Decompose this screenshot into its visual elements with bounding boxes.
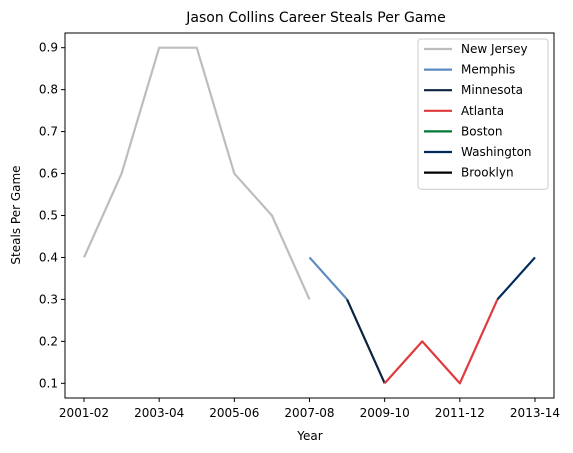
x-tick-label: 2013-14	[510, 406, 560, 420]
y-tick-label: 0.7	[39, 125, 58, 139]
legend: New Jersey Memphis Minnesota Atlanta Boston W…	[417, 38, 549, 190]
x-tick-label: 2011-12	[435, 406, 485, 420]
legend-item-boston: Boston	[424, 124, 502, 138]
legend-label: Minnesota	[461, 83, 523, 97]
y-tick-label: 0.3	[39, 292, 58, 306]
legend-label: Washington	[461, 145, 532, 159]
series-line-new-jersey	[82, 46, 311, 300]
chart-title: Jason Collins Career Steals Per Game	[185, 10, 445, 26]
legend-label: Memphis	[461, 63, 515, 77]
y-axis-label: Steals Per Game	[9, 165, 23, 264]
x-tick-label: 2001-02	[59, 406, 109, 420]
series-line-minnesota	[346, 298, 386, 384]
legend-item-brooklyn: Brooklyn	[424, 166, 514, 180]
x-axis: 2001-02 2003-04 2005-06 2007-08 2009-10 2011-…	[59, 398, 560, 420]
legend-item-washington: Washington	[424, 145, 532, 159]
legend-label: New Jersey	[461, 42, 528, 56]
legend-item-memphis: Memphis	[424, 63, 515, 77]
legend-label: Atlanta	[461, 104, 504, 118]
x-axis-label: Year	[296, 429, 322, 443]
legend-label: Boston	[461, 124, 502, 138]
x-tick-label: 2003-04	[134, 406, 184, 420]
y-tick-label: 0.8	[39, 83, 58, 97]
y-tick-label: 0.6	[39, 167, 58, 181]
series-line-atlanta	[383, 298, 499, 385]
y-tick-label: 0.2	[39, 334, 58, 348]
x-tick-label: 2005-06	[209, 406, 259, 420]
y-tick-label: 0.1	[39, 376, 58, 390]
legend-label: Brooklyn	[461, 166, 514, 180]
y-tick-label: 0.5	[39, 209, 58, 223]
y-tick-label: 0.9	[39, 41, 58, 55]
y-tick-label: 0.4	[39, 250, 58, 264]
legend-item-atlanta: Atlanta	[424, 104, 504, 118]
series-line-washington	[496, 256, 536, 301]
x-tick-label: 2009-10	[360, 406, 410, 420]
legend-item-new-jersey: New Jersey	[424, 42, 528, 56]
legend-item-minnesota: Minnesota	[424, 83, 523, 97]
y-axis: 0.1 0.2 0.3 0.4 0.5 0.6 0.7 0.8 0.9	[39, 41, 65, 390]
series-line-memphis	[308, 256, 348, 301]
x-tick-label: 2007-08	[284, 406, 334, 420]
